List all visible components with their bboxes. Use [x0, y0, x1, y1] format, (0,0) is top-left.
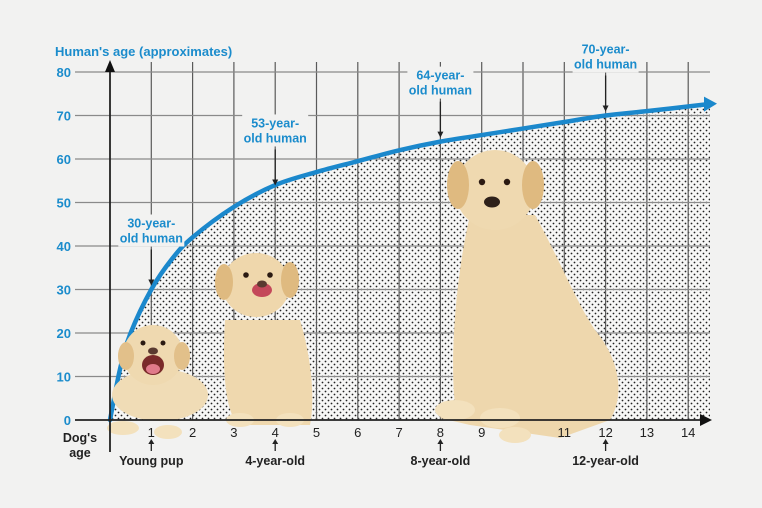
- y-tick-label: 80: [57, 65, 71, 80]
- x-tick-label: 8: [437, 425, 444, 440]
- x-annotation-arrowhead: [602, 439, 609, 444]
- x-tick-label: 14: [681, 425, 695, 440]
- x-annotation-label: 12-year-old: [572, 454, 639, 468]
- dog-adult-image: [435, 150, 619, 443]
- y-tick-label: 10: [57, 370, 71, 385]
- x-annotation-arrowhead: [437, 439, 444, 444]
- y-tick-label: 0: [64, 413, 71, 428]
- y-axis-arrowhead: [105, 60, 115, 72]
- annotation-arrowhead: [602, 105, 609, 112]
- x-tick-label: 2: [189, 425, 196, 440]
- area-fill: [110, 104, 710, 420]
- annotation-label-bg: [572, 40, 639, 73]
- annotation-label: old human: [409, 84, 472, 98]
- x-annotation-label: 4-year-old: [245, 454, 305, 468]
- x-annotation-label: Young pup: [119, 454, 184, 468]
- area-fill-layer: [110, 104, 710, 420]
- annotation-label-bg: [407, 66, 474, 99]
- y-tick-label: 20: [57, 326, 71, 341]
- x-annotation-arrowhead: [148, 439, 155, 444]
- x-annotation-arrowhead: [272, 439, 279, 444]
- annotation-label-bg: [118, 214, 185, 247]
- annotation-label: old human: [244, 131, 307, 145]
- x-tick-label: 9: [478, 425, 485, 440]
- annotation-arrowhead: [272, 179, 279, 186]
- x-tick-label: 1: [148, 425, 155, 440]
- x-tick-label: 13: [640, 425, 654, 440]
- y-tick-label: 50: [57, 196, 71, 211]
- x-axis-arrowhead: [700, 414, 712, 426]
- dog-4-year-old-image: [215, 253, 313, 427]
- annotation-label: 64-year-: [416, 69, 464, 83]
- series-arrowhead: [704, 96, 717, 112]
- x-tick-label: 4: [272, 425, 279, 440]
- annotation-label-bg: [242, 114, 309, 147]
- x-tick-label: 12: [598, 425, 612, 440]
- series-line-human-age: [107, 102, 707, 423]
- y-tick-label: 40: [57, 239, 71, 254]
- x-tick-label: 11: [558, 425, 572, 440]
- annotations-layer: Young pup 4-year-old 8-year-old 12-year-old…: [118, 40, 639, 468]
- y-tick-label: 70: [57, 109, 71, 124]
- x-tick-label: 7: [395, 425, 402, 440]
- y-tick-label: 60: [57, 152, 71, 167]
- y-axis-title: Human's age (approximates): [55, 44, 232, 59]
- x-annotation-label: 8-year-old: [411, 454, 471, 468]
- x-axis-title-line-2: age: [69, 446, 91, 460]
- annotation-label: old human: [574, 58, 637, 72]
- x-tick-label: 3: [230, 425, 237, 440]
- y-tick-label: 30: [57, 283, 71, 298]
- annotation-label: 30-year-: [127, 217, 175, 231]
- curve-layer: [107, 96, 717, 423]
- x-tick-label: 6: [354, 425, 361, 440]
- x-axis-title-line-1: Dog's: [63, 431, 97, 445]
- dogs-illustration: [107, 150, 619, 443]
- annotation-arrowhead: [148, 279, 155, 286]
- labels-layer: Human's age (approximates) Dog's age: [55, 44, 232, 460]
- annotation-label: 70-year-: [582, 43, 630, 57]
- dog-young-pup-image: [107, 325, 208, 439]
- annotation-arrowhead: [437, 131, 444, 138]
- annotation-label: 53-year-: [251, 116, 299, 130]
- x-tick-label: 5: [313, 425, 320, 440]
- annotation-label: old human: [120, 232, 183, 246]
